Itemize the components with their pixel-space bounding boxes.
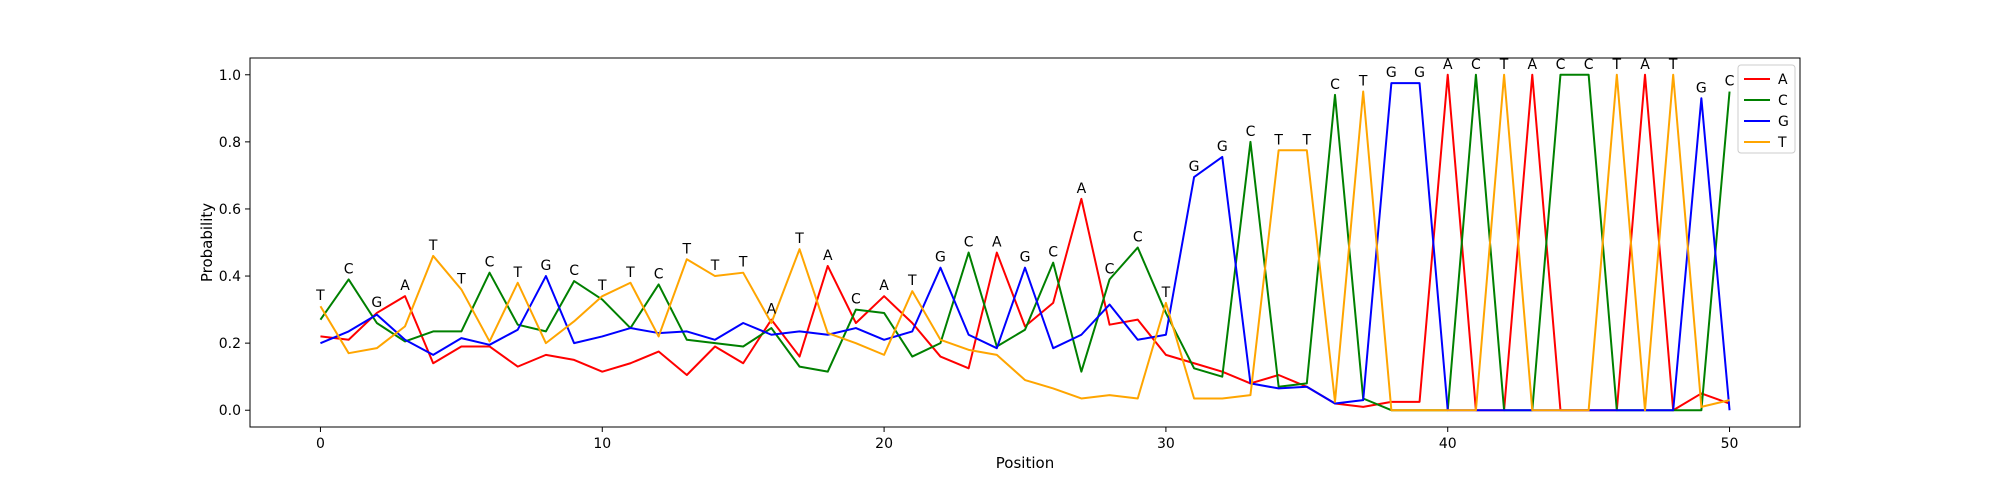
annotation-label: G <box>1696 80 1707 96</box>
annotation-label: T <box>1273 132 1283 148</box>
annotation-label: A <box>1640 57 1650 73</box>
y-tick-label: 0.4 <box>219 269 241 285</box>
annotation-label: C <box>1330 77 1340 93</box>
annotation-label: C <box>569 263 579 279</box>
annotation-label: T <box>1161 285 1171 301</box>
annotation-label: C <box>1048 245 1058 261</box>
annotation-label: A <box>767 302 777 318</box>
annotation-label: T <box>710 258 720 274</box>
y-tick-label: 1.0 <box>219 68 241 84</box>
annotation-label: C <box>851 292 861 308</box>
annotation-label: A <box>879 278 889 294</box>
annotation-label: C <box>485 255 495 271</box>
annotation-label: C <box>654 266 664 282</box>
annotation-label: A <box>1527 57 1537 73</box>
annotation-label: T <box>315 288 325 304</box>
annotation-label: C <box>1725 74 1735 90</box>
annotation-label: T <box>1668 57 1678 73</box>
series-line-t <box>319 73 1730 412</box>
annotation-label: G <box>1414 65 1425 81</box>
annotation-label: C <box>1584 57 1594 73</box>
y-tick-label: 0.0 <box>219 403 241 419</box>
plot-area: T C G A T T C T G C T T C T T T A T A C A T G C A G C A C C T G G C T T C T G G… <box>315 57 1735 412</box>
annotation-label: A <box>1443 57 1453 73</box>
annotation-label: C <box>1246 124 1256 140</box>
annotation-label: C <box>1105 261 1115 277</box>
x-tick-label: 30 <box>1157 436 1175 452</box>
y-tick-label: 0.8 <box>219 135 241 151</box>
annotation-label: A <box>400 278 410 294</box>
annotation-label: A <box>992 235 1002 251</box>
y-tick-label: 0.2 <box>219 336 241 352</box>
annotation-label: T <box>512 265 522 281</box>
annotation-label: T <box>1612 57 1622 73</box>
annotation-label: G <box>1020 250 1031 266</box>
annotation-label: T <box>625 265 635 281</box>
legend-label: G <box>1778 114 1789 130</box>
annotation-label: G <box>540 258 551 274</box>
series-line-c <box>319 73 1731 412</box>
x-tick-label: 0 <box>316 436 325 452</box>
annotation-label: C <box>344 261 354 277</box>
annotation-label: A <box>823 248 833 264</box>
legend-box <box>1737 64 1796 154</box>
annotation-label: G <box>1189 159 1200 175</box>
annotation-label: G <box>1386 65 1397 81</box>
x-tick-label: 50 <box>1721 436 1739 452</box>
annotation-label: C <box>1133 230 1143 246</box>
annotation-label: G <box>935 250 946 266</box>
annotation-label: T <box>428 238 438 254</box>
annotation-label: T <box>794 231 804 247</box>
y-axis-label: Probability <box>198 203 216 282</box>
x-tick-label: 20 <box>875 436 893 452</box>
annotation-label: T <box>1358 74 1368 90</box>
legend-label: C <box>1778 93 1788 109</box>
series-line-g <box>320 82 1731 412</box>
annotation-label: G <box>371 295 382 311</box>
y-tick-label: 0.6 <box>219 202 241 218</box>
axes-frame <box>249 57 1801 428</box>
annotation-label: T <box>456 271 466 287</box>
legend-label: A <box>1778 72 1788 88</box>
x-tick-label: 40 <box>1439 436 1457 452</box>
annotation-label: A <box>1077 181 1087 197</box>
annotation-label: C <box>1471 57 1481 73</box>
annotation-label: C <box>1556 57 1566 73</box>
annotation-label: C <box>964 235 974 251</box>
legend-label: T <box>1777 135 1787 151</box>
x-axis-label: Position <box>996 454 1054 472</box>
annotation-label: T <box>738 255 748 271</box>
annotation-label: T <box>1302 132 1312 148</box>
annotation-label: G <box>1217 139 1228 155</box>
annotation-label: T <box>682 241 692 257</box>
annotation-label: T <box>907 273 917 289</box>
x-tick-label: 10 <box>593 436 611 452</box>
axes: 0 10 20 30 40 50 0.0 0.2 0.4 0.6 0.8 1.0 Position Pro… <box>198 57 1801 472</box>
annotation-label: T <box>1499 57 1509 73</box>
annotation-label: T <box>597 278 607 294</box>
